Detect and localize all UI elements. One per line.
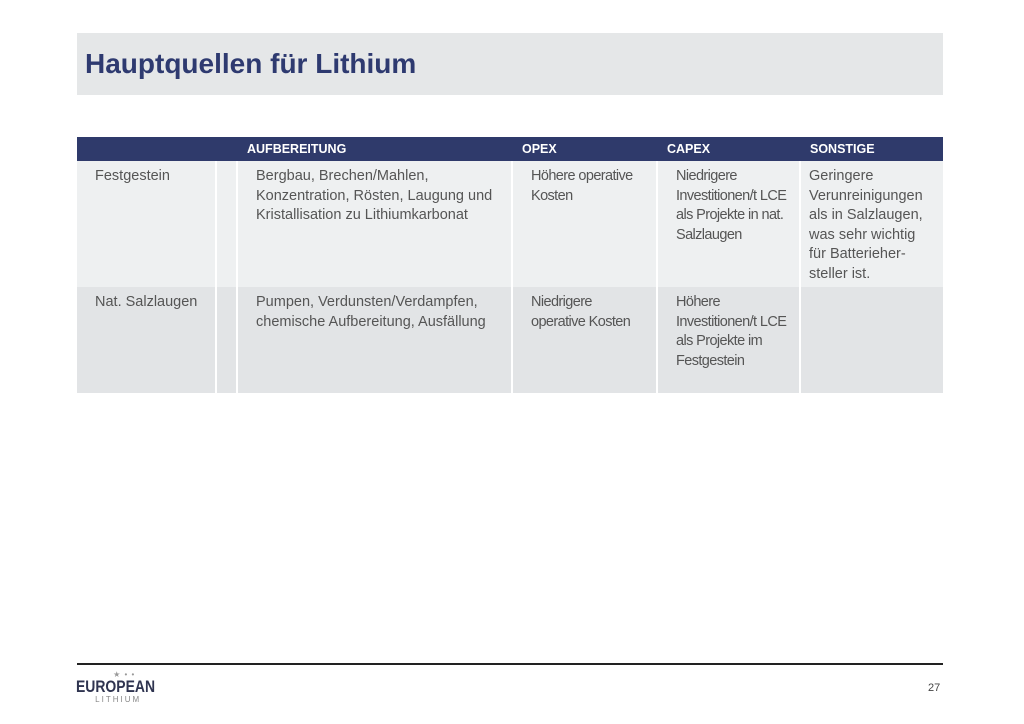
spacer-cell [215,287,237,393]
page-title: Hauptquellen für Lithium [85,48,417,79]
title-bar: Hauptquellen für Lithium [77,33,943,95]
header-cell [77,137,216,161]
header-opex: OPEX [512,137,657,161]
table-header: AUFBEREITUNG OPEX CAPEX SONSTIGE [77,137,943,161]
header-sonstige: SONSTIGE [800,137,943,161]
lithium-sources-table: AUFBEREITUNG OPEX CAPEX SONSTIGE Festges… [77,137,943,393]
stars-icon: ★ • • [113,670,136,679]
aufbereitung-cell: Bergbau, Brechen/Mahlen, Konzentration, … [236,161,512,287]
sonstige-cell [799,287,943,393]
sonstige-cell: Geringere Verunreinigungen als in Salzla… [799,161,943,287]
header-cell [216,137,237,161]
capex-cell: Höhere Investitionen/t LCE als Projekte … [656,287,800,393]
european-lithium-logo: ★ • • EUROPEAN LITHIUM [76,670,172,704]
spacer-cell [215,161,237,287]
header-capex: CAPEX [657,137,800,161]
opex-cell: Höhere operative Kosten [511,161,657,287]
opex-cell: Niedrigere operative Kosten [511,287,657,393]
logo-text: EUROPEAN [76,677,156,696]
aufbereitung-cell: Pumpen, Verdunsten/Verdampfen, chemische… [236,287,512,393]
header-aufbereitung: AUFBEREITUNG [237,137,512,161]
table-row: Nat. Salzlaugen Pumpen, Verdunsten/Verda… [77,287,943,393]
table-row: Festgestein Bergbau, Brechen/Mahlen, Kon… [77,161,943,287]
footer-divider [77,663,943,665]
source-cell: Nat. Salzlaugen [77,287,216,393]
page-number: 27 [928,682,941,694]
logo-subtext: LITHIUM [95,695,142,704]
source-cell: Festgestein [77,161,216,287]
capex-cell: Niedrigere Investitionen/t LCE als Proje… [656,161,800,287]
